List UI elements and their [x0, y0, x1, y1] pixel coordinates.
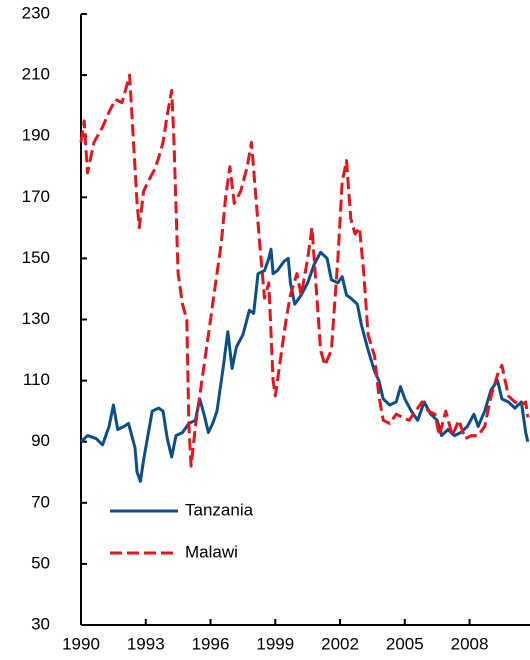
y-tick-label: 150 [22, 248, 50, 267]
x-tick-label: 2008 [451, 634, 489, 653]
y-tick-label: 190 [22, 126, 50, 145]
y-tick-label: 90 [31, 431, 50, 450]
y-tick-label: 50 [31, 553, 50, 572]
x-tick-label: 1999 [256, 634, 294, 653]
x-tick-label: 2005 [386, 634, 424, 653]
y-tick-label: 110 [23, 370, 50, 389]
x-tick-label: 1990 [62, 634, 100, 653]
y-tick-label: 210 [22, 65, 50, 84]
legend-label: Tanzania [185, 500, 254, 519]
y-tick-label: 30 [31, 614, 50, 633]
x-tick-label: 1993 [127, 634, 165, 653]
x-tick-label: 2002 [321, 634, 359, 653]
series-line [79, 247, 530, 483]
legend-label: Malawi [185, 542, 238, 561]
x-tick-label: 1996 [192, 634, 230, 653]
series-line [79, 73, 530, 468]
y-tick-label: 130 [22, 309, 50, 328]
y-tick-label: 70 [31, 492, 50, 511]
y-tick-label: 230 [22, 3, 50, 22]
y-tick-label: 170 [22, 187, 50, 206]
